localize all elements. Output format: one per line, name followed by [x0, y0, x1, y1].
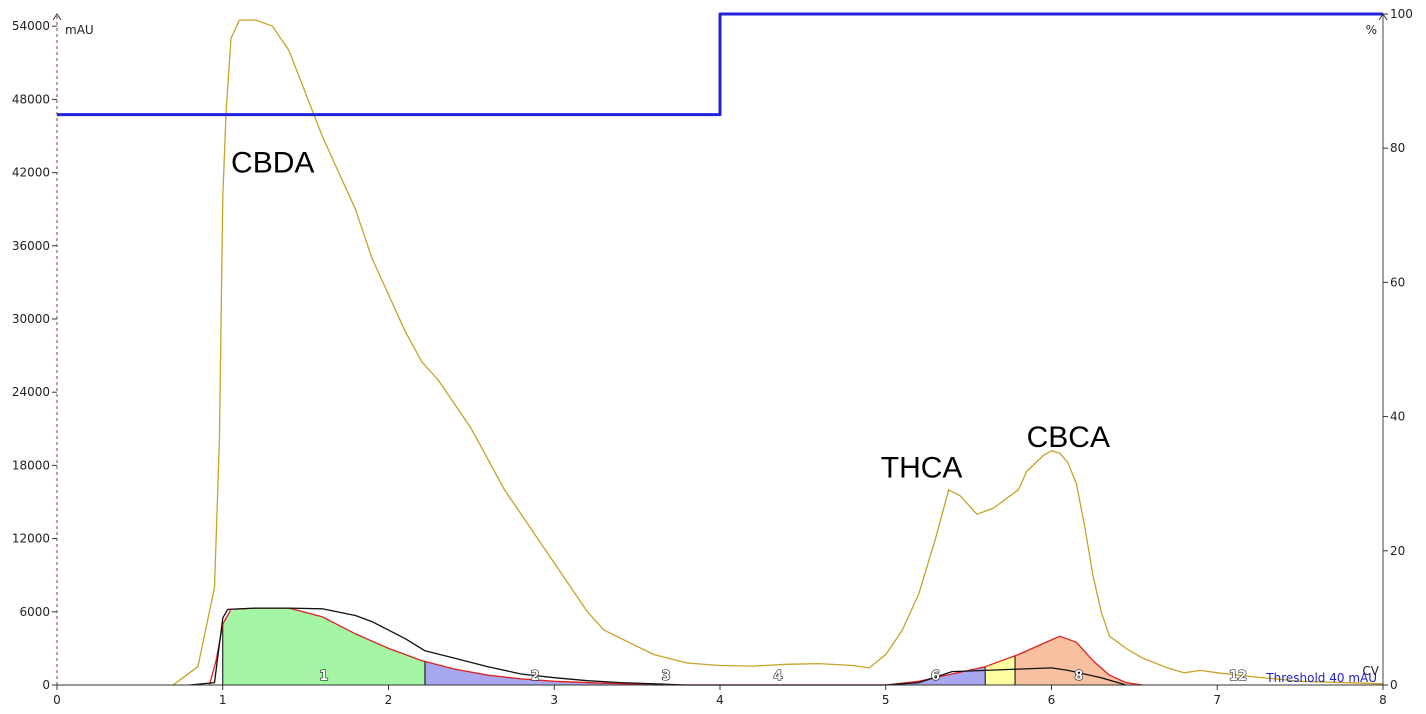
- series-layer: [57, 12, 1384, 686]
- x-tick-label: 0: [53, 693, 61, 707]
- x-tick-label: 7: [1213, 693, 1221, 707]
- x-tick-label: 3: [550, 693, 558, 707]
- y-right-tick-label: 0: [1390, 678, 1398, 692]
- y-left-tick-label: 48000: [12, 92, 50, 106]
- peak-label: THCA: [881, 452, 963, 485]
- y-left-tick-label: 24000: [12, 385, 50, 399]
- y-left-tick-label: 18000: [12, 458, 50, 472]
- y-left-tick-label: 0: [42, 678, 50, 692]
- series-line-3: [189, 607, 1127, 686]
- fraction-label: 12: [1229, 669, 1247, 684]
- threshold-label: Threshold 40 mAU: [1265, 671, 1377, 685]
- y-left-tick-label: 30000: [12, 312, 50, 326]
- axes-layer: 0 1 2 3 4 5 6 7 80600012000180002400030000360004…: [12, 7, 1413, 707]
- y-right-tick-label: 20: [1390, 544, 1405, 558]
- series-line-0: [172, 19, 1384, 686]
- x-tick-label: 5: [882, 693, 890, 707]
- fraction-label: 1: [319, 669, 328, 684]
- x-tick-label: 1: [219, 693, 227, 707]
- y-left-tick-label: 42000: [12, 166, 50, 180]
- labels-layer: mAU %CV1 2 3 4 6 8 12 Threshold 40 mAUCBDATHCACB…: [65, 23, 1380, 685]
- series-line-1: [57, 12, 1383, 117]
- fraction-label: 3: [662, 669, 671, 684]
- y-left-tick-label: 54000: [12, 19, 50, 33]
- x-tick-label: 8: [1379, 693, 1387, 707]
- fraction-label: 4: [773, 669, 782, 684]
- y-right-tick-label: 60: [1390, 275, 1405, 289]
- peak-label: CBCA: [1027, 421, 1110, 454]
- fraction-label: 6: [931, 669, 940, 684]
- fraction-area-1: [425, 661, 646, 685]
- y-left-tick-label: 12000: [12, 532, 50, 546]
- fraction-area-6: [1015, 637, 1143, 685]
- y-right-tick-label: 40: [1390, 410, 1405, 424]
- x-tick-label: 6: [1048, 693, 1056, 707]
- y-right-tick-label: 100: [1390, 7, 1413, 21]
- fraction-label: 8: [1074, 669, 1083, 684]
- y-axis-left-arrow: [52, 13, 62, 21]
- y-left-unit: mAU: [65, 23, 94, 37]
- peak-label: CBDA: [231, 147, 314, 180]
- x-axis-unit: CV: [1362, 664, 1379, 678]
- x-tick-label: 4: [716, 693, 724, 707]
- x-tick-label: 2: [385, 693, 393, 707]
- y-right-unit: %: [1366, 23, 1377, 37]
- y-right-tick-label: 80: [1390, 141, 1405, 155]
- y-left-tick-label: 6000: [19, 605, 50, 619]
- y-left-tick-label: 36000: [12, 239, 50, 253]
- fraction-label: 2: [531, 669, 540, 684]
- fraction-area-0: [222, 608, 425, 685]
- fraction-area-4: [885, 666, 986, 685]
